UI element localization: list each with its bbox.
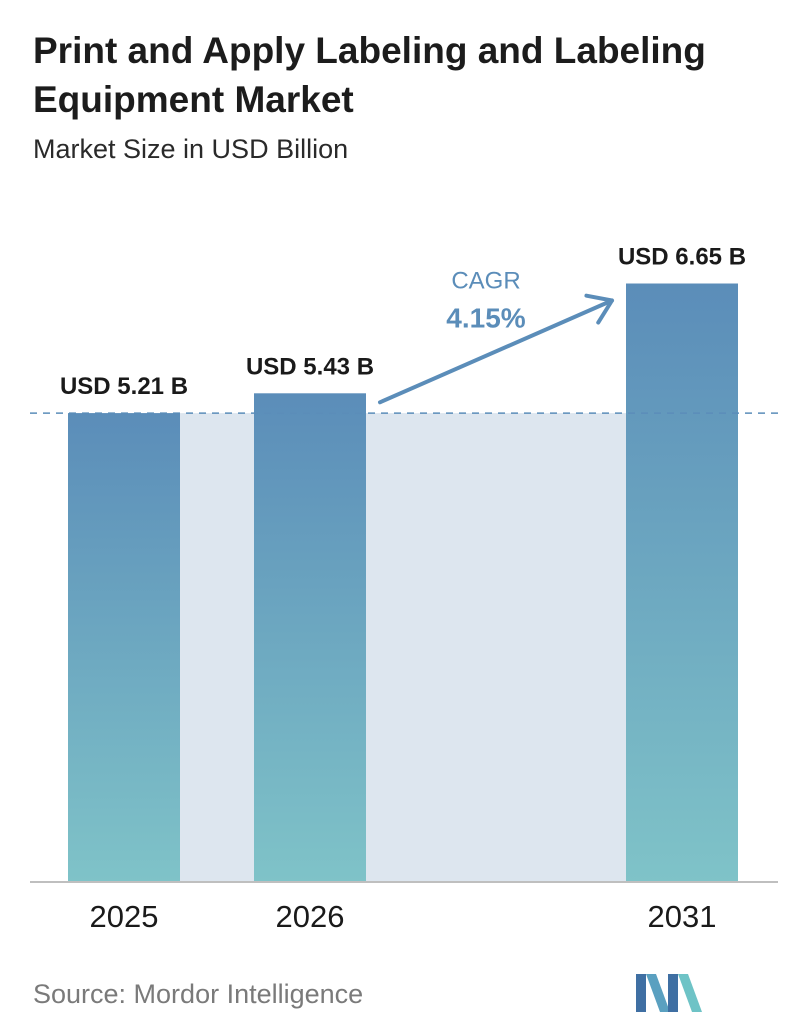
value-label-2025: USD 5.21 B xyxy=(60,373,188,400)
value-label-2026: USD 5.43 B xyxy=(246,353,374,380)
value-label-2031: USD 6.65 B xyxy=(618,244,746,271)
x-tick-label-2025: 2025 xyxy=(90,899,159,934)
bar-2026 xyxy=(254,393,366,882)
bar-chart: USD 5.21 B USD 5.43 B USD 6.65 B 2025 2026 2… xyxy=(30,244,780,934)
cagr-arrow-line xyxy=(378,298,614,405)
x-tick-label-2026: 2026 xyxy=(276,899,345,934)
mordor-intelligence-logo-icon xyxy=(636,974,702,1012)
cagr-value: 4.15% xyxy=(446,303,525,334)
cagr-arrow-head xyxy=(584,293,614,325)
bar-2031 xyxy=(626,283,738,882)
cagr-label: CAGR xyxy=(451,268,520,295)
source-note: Source: Mordor Intelligence xyxy=(33,979,364,1009)
chart-title: Print and Apply Labeling and Labeling Eq… xyxy=(33,30,706,120)
chart-subtitle: Market Size in USD Billion xyxy=(33,134,349,164)
bar-2025 xyxy=(68,413,180,882)
x-tick-label-2031: 2031 xyxy=(648,899,717,934)
